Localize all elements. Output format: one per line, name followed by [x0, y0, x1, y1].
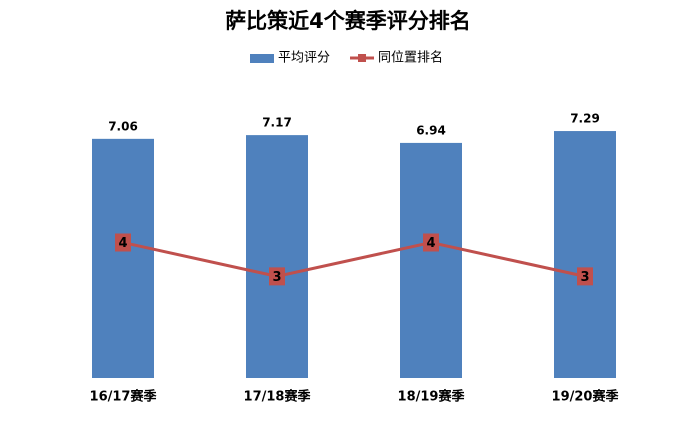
- bar-value-label: 6.94: [416, 123, 446, 137]
- bar: [246, 135, 308, 378]
- bar: [92, 138, 154, 378]
- line-value-label: 4: [426, 236, 435, 251]
- bar-value-label: 7.06: [108, 119, 138, 133]
- legend-label: 同位置排名: [378, 50, 443, 66]
- x-tick-label: 16/17赛季: [90, 389, 157, 405]
- x-tick-label: 18/19赛季: [398, 389, 465, 405]
- legend-label: 平均评分: [278, 51, 330, 66]
- line: [122, 240, 586, 278]
- bar: [400, 142, 462, 378]
- line-marker: [269, 267, 285, 286]
- line-value-label: 3: [580, 270, 589, 285]
- legend-marker: [358, 54, 367, 62]
- line-marker: [423, 233, 439, 252]
- chart-title: 萨比策近4个赛季评分排名: [225, 9, 471, 33]
- line-value-label: 4: [118, 236, 127, 251]
- x-tick-label: 19/20赛季: [552, 389, 619, 405]
- legend-swatch: [250, 54, 274, 63]
- bar-value-label: 7.29: [570, 112, 600, 126]
- line-marker: [115, 233, 131, 252]
- bar-value-label: 7.17: [262, 116, 292, 130]
- line-marker: [577, 267, 593, 286]
- bar: [554, 131, 616, 378]
- x-tick-label: 17/18赛季: [244, 389, 311, 405]
- line-value-label: 3: [272, 270, 281, 285]
